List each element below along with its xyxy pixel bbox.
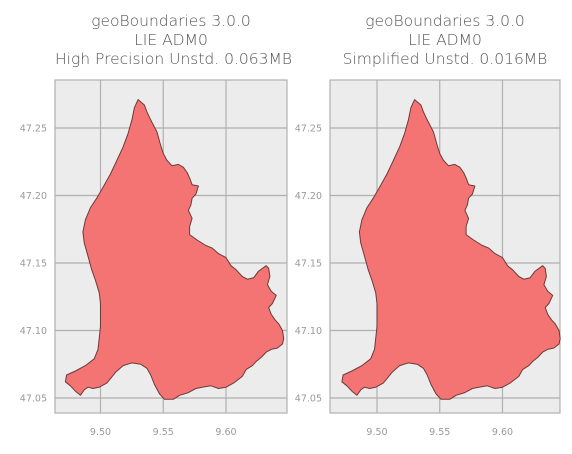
panel-right-title-line-3: Simplified Unstd. 0.016MB [342, 50, 548, 68]
x-tick-label: 9.50 [90, 427, 111, 438]
country-boundary-shape [341, 99, 561, 400]
y-tick-label: 47.05 [20, 394, 47, 405]
x-tick-label: 9.60 [492, 427, 513, 438]
panel-left-title: geoBoundaries 3.0.0 LIE ADM0 High Precis… [55, 12, 293, 69]
y-tick-label: 47.10 [295, 326, 322, 337]
y-tick-label: 47.10 [20, 326, 47, 337]
panel-left-title-line-2: LIE ADM0 [134, 31, 208, 49]
y-tick-label: 47.25 [20, 124, 47, 135]
y-tick-label: 47.05 [295, 394, 322, 405]
x-tick-label: 9.60 [215, 427, 236, 438]
x-tick-label: 9.55 [153, 427, 174, 438]
map-panel-right: 9.50 9.55 9.60 47.25 47.20 47.15 47.10 47.05 [295, 79, 561, 438]
country-boundary-shape [64, 99, 285, 400]
y-tick-label: 47.20 [20, 191, 47, 202]
panel-left-title-line-1: geoBoundaries 3.0.0 [91, 12, 251, 30]
x-tick-label: 9.55 [429, 427, 450, 438]
panel-right-title: geoBoundaries 3.0.0 LIE ADM0 Simplified … [330, 12, 560, 69]
x-tick-label: 9.50 [366, 427, 387, 438]
panel-right-title-line-1: geoBoundaries 3.0.0 [365, 12, 525, 30]
y-tick-label: 47.15 [20, 259, 47, 270]
y-tick-label: 47.25 [295, 124, 322, 135]
y-tick-label: 47.20 [295, 191, 322, 202]
panel-right-title-line-2: LIE ADM0 [408, 31, 482, 49]
map-panel-left: 9.50 9.55 9.60 47.25 47.20 47.15 47.10 47.05 [20, 79, 288, 438]
panel-left-title-line-3: High Precision Unstd. 0.063MB [55, 50, 293, 68]
y-tick-label: 47.15 [295, 259, 322, 270]
